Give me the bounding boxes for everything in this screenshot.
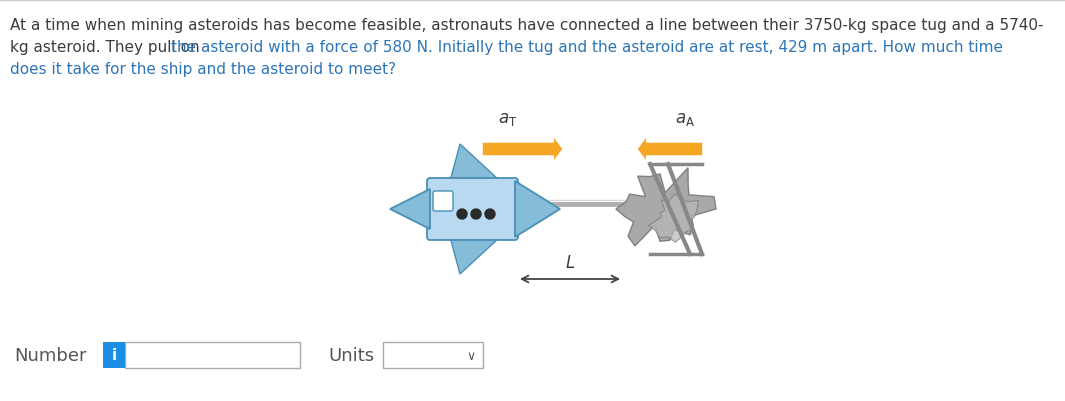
Polygon shape xyxy=(515,182,560,237)
FancyBboxPatch shape xyxy=(103,342,125,368)
Text: At a time when mining asteroids has become feasible, astronauts have connected a: At a time when mining asteroids has beco… xyxy=(10,18,1044,33)
Text: i: i xyxy=(112,348,116,363)
Text: Number: Number xyxy=(14,346,86,364)
Circle shape xyxy=(471,209,481,219)
Polygon shape xyxy=(616,168,716,246)
FancyBboxPatch shape xyxy=(427,178,518,241)
FancyBboxPatch shape xyxy=(383,342,484,368)
FancyBboxPatch shape xyxy=(125,342,300,368)
Polygon shape xyxy=(390,190,430,229)
Text: $a_\mathrm{A}$: $a_\mathrm{A}$ xyxy=(675,110,695,128)
Text: $L$: $L$ xyxy=(564,253,575,271)
Text: does it take for the ship and the asteroid to meet?: does it take for the ship and the astero… xyxy=(10,62,396,77)
Text: the asteroid with a force of 580 N. Initially the tug and the asteroid are at re: the asteroid with a force of 580 N. Init… xyxy=(170,40,1002,55)
Text: $a_\mathrm{T}$: $a_\mathrm{T}$ xyxy=(497,110,518,128)
Polygon shape xyxy=(649,194,699,243)
Circle shape xyxy=(485,209,495,219)
Polygon shape xyxy=(450,237,499,274)
FancyBboxPatch shape xyxy=(433,192,453,211)
Text: kg asteroid. They pull on: kg asteroid. They pull on xyxy=(10,40,204,55)
Text: ∨: ∨ xyxy=(466,350,476,363)
Circle shape xyxy=(457,209,466,219)
Text: Units: Units xyxy=(328,346,374,364)
Polygon shape xyxy=(450,145,499,182)
